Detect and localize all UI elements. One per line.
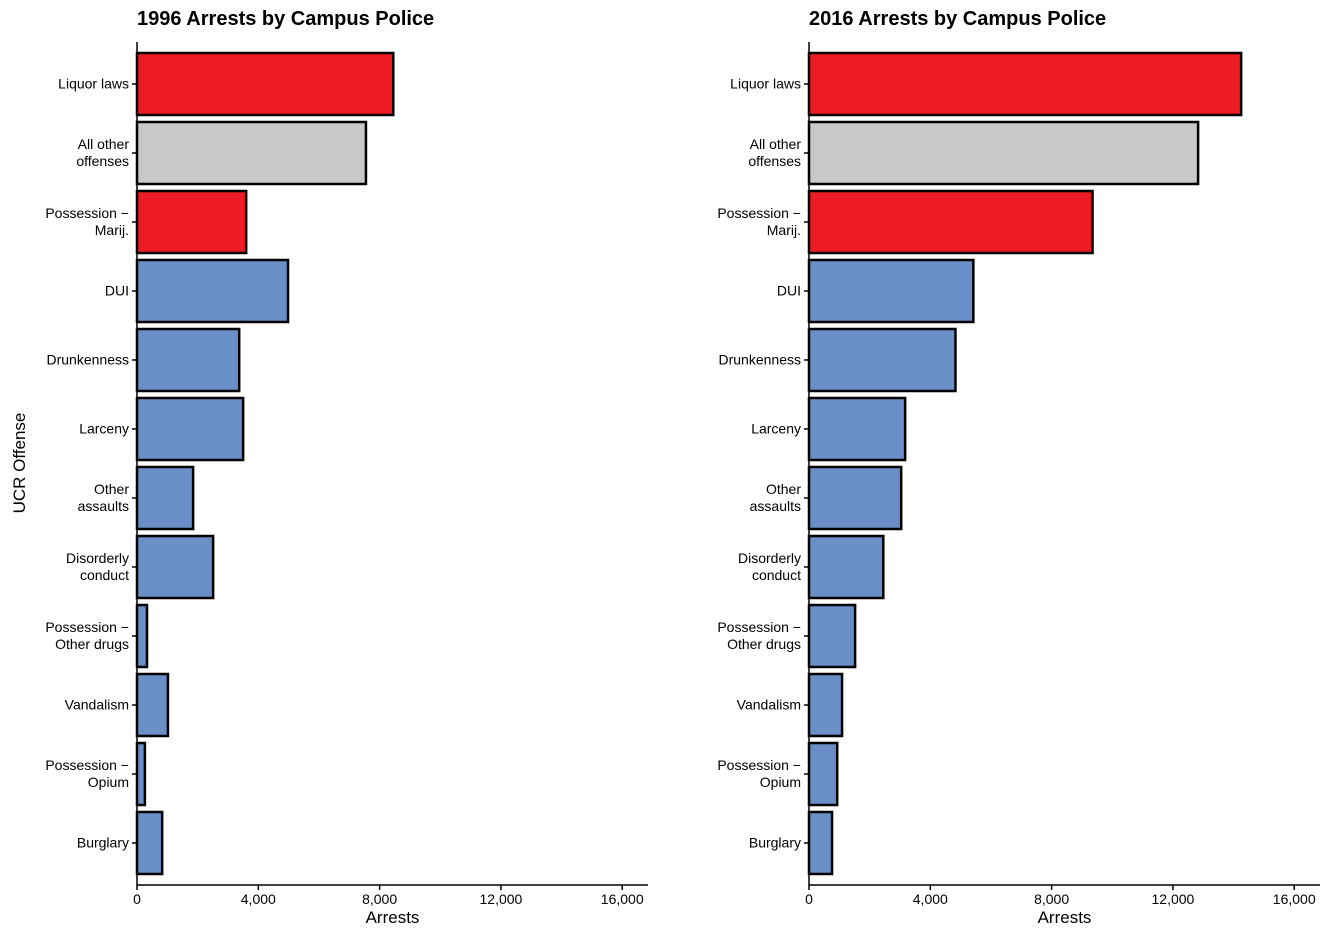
x-tick-label: 16,000 [1272, 891, 1316, 907]
bar [807, 396, 907, 462]
bar [807, 741, 839, 807]
bar [135, 672, 170, 738]
bar [807, 810, 834, 876]
bar [135, 465, 195, 531]
y-tick-label: Larceny [751, 420, 801, 437]
bar [807, 603, 857, 669]
y-tick-label: Burglary [76, 834, 129, 851]
y-tick-label: Possession − Opium [45, 757, 129, 790]
x-tick-label: 8,000 [1034, 891, 1070, 907]
x-tick-label: 16,000 [600, 891, 644, 907]
bar [807, 51, 1243, 117]
chart-title: 1996 Arrests by Campus Police [137, 8, 435, 30]
bar [135, 51, 395, 117]
bar [807, 672, 844, 738]
x-tick-label: 12,000 [479, 891, 523, 907]
bar [135, 810, 164, 876]
y-tick-label: Disorderly conduct [65, 550, 129, 583]
y-tick-label: Possession − Other drugs [717, 619, 801, 652]
y-tick-label: Other assaults [749, 481, 801, 514]
bar [135, 396, 245, 462]
y-tick-label: All other offenses [748, 136, 801, 169]
bar [135, 120, 368, 186]
y-tick-label: Burglary [748, 834, 801, 851]
bar [807, 465, 903, 531]
y-tick-label: Other assaults [77, 481, 129, 514]
bar [135, 534, 215, 600]
bar [807, 189, 1094, 255]
y-tick-label: Vandalism [64, 696, 129, 713]
y-tick-label: DUI [104, 282, 129, 299]
bar [135, 189, 248, 255]
y-tick-label: Possession − Opium [717, 757, 801, 790]
x-tick-label: 8,000 [362, 891, 398, 907]
y-tick-label: Possession − Marij. [717, 205, 801, 238]
y-tick-label: DUI [776, 282, 801, 299]
y-tick-label: Drunkenness [46, 351, 130, 368]
x-tick-label: 0 [805, 891, 813, 907]
bar [135, 603, 149, 669]
bar [135, 327, 241, 393]
x-axis-title: Arrests [1037, 908, 1092, 927]
bar [807, 120, 1200, 186]
y-tick-label: All other offenses [76, 136, 129, 169]
y-tick-label: Liquor laws [730, 75, 801, 92]
bar [807, 534, 885, 600]
y-tick-label: Larceny [79, 420, 129, 437]
x-axis-title: Arrests [365, 908, 420, 927]
x-tick-label: 0 [133, 891, 141, 907]
y-tick-label: Drunkenness [718, 351, 802, 368]
bar [135, 258, 290, 324]
x-tick-label: 12,000 [1151, 891, 1195, 907]
y-tick-label: Disorderly conduct [737, 550, 801, 583]
y-axis-title: UCR Offense [10, 412, 29, 514]
bar [135, 741, 147, 807]
y-tick-label: Vandalism [736, 696, 801, 713]
chart-title: 2016 Arrests by Campus Police [809, 8, 1107, 30]
x-tick-label: 4,000 [240, 891, 276, 907]
bar [807, 258, 975, 324]
y-tick-label: Liquor laws [58, 75, 129, 92]
y-tick-label: Possession − Marij. [45, 205, 129, 238]
x-tick-label: 4,000 [912, 891, 948, 907]
bar [807, 327, 957, 393]
y-tick-label: Possession − Other drugs [45, 619, 129, 652]
